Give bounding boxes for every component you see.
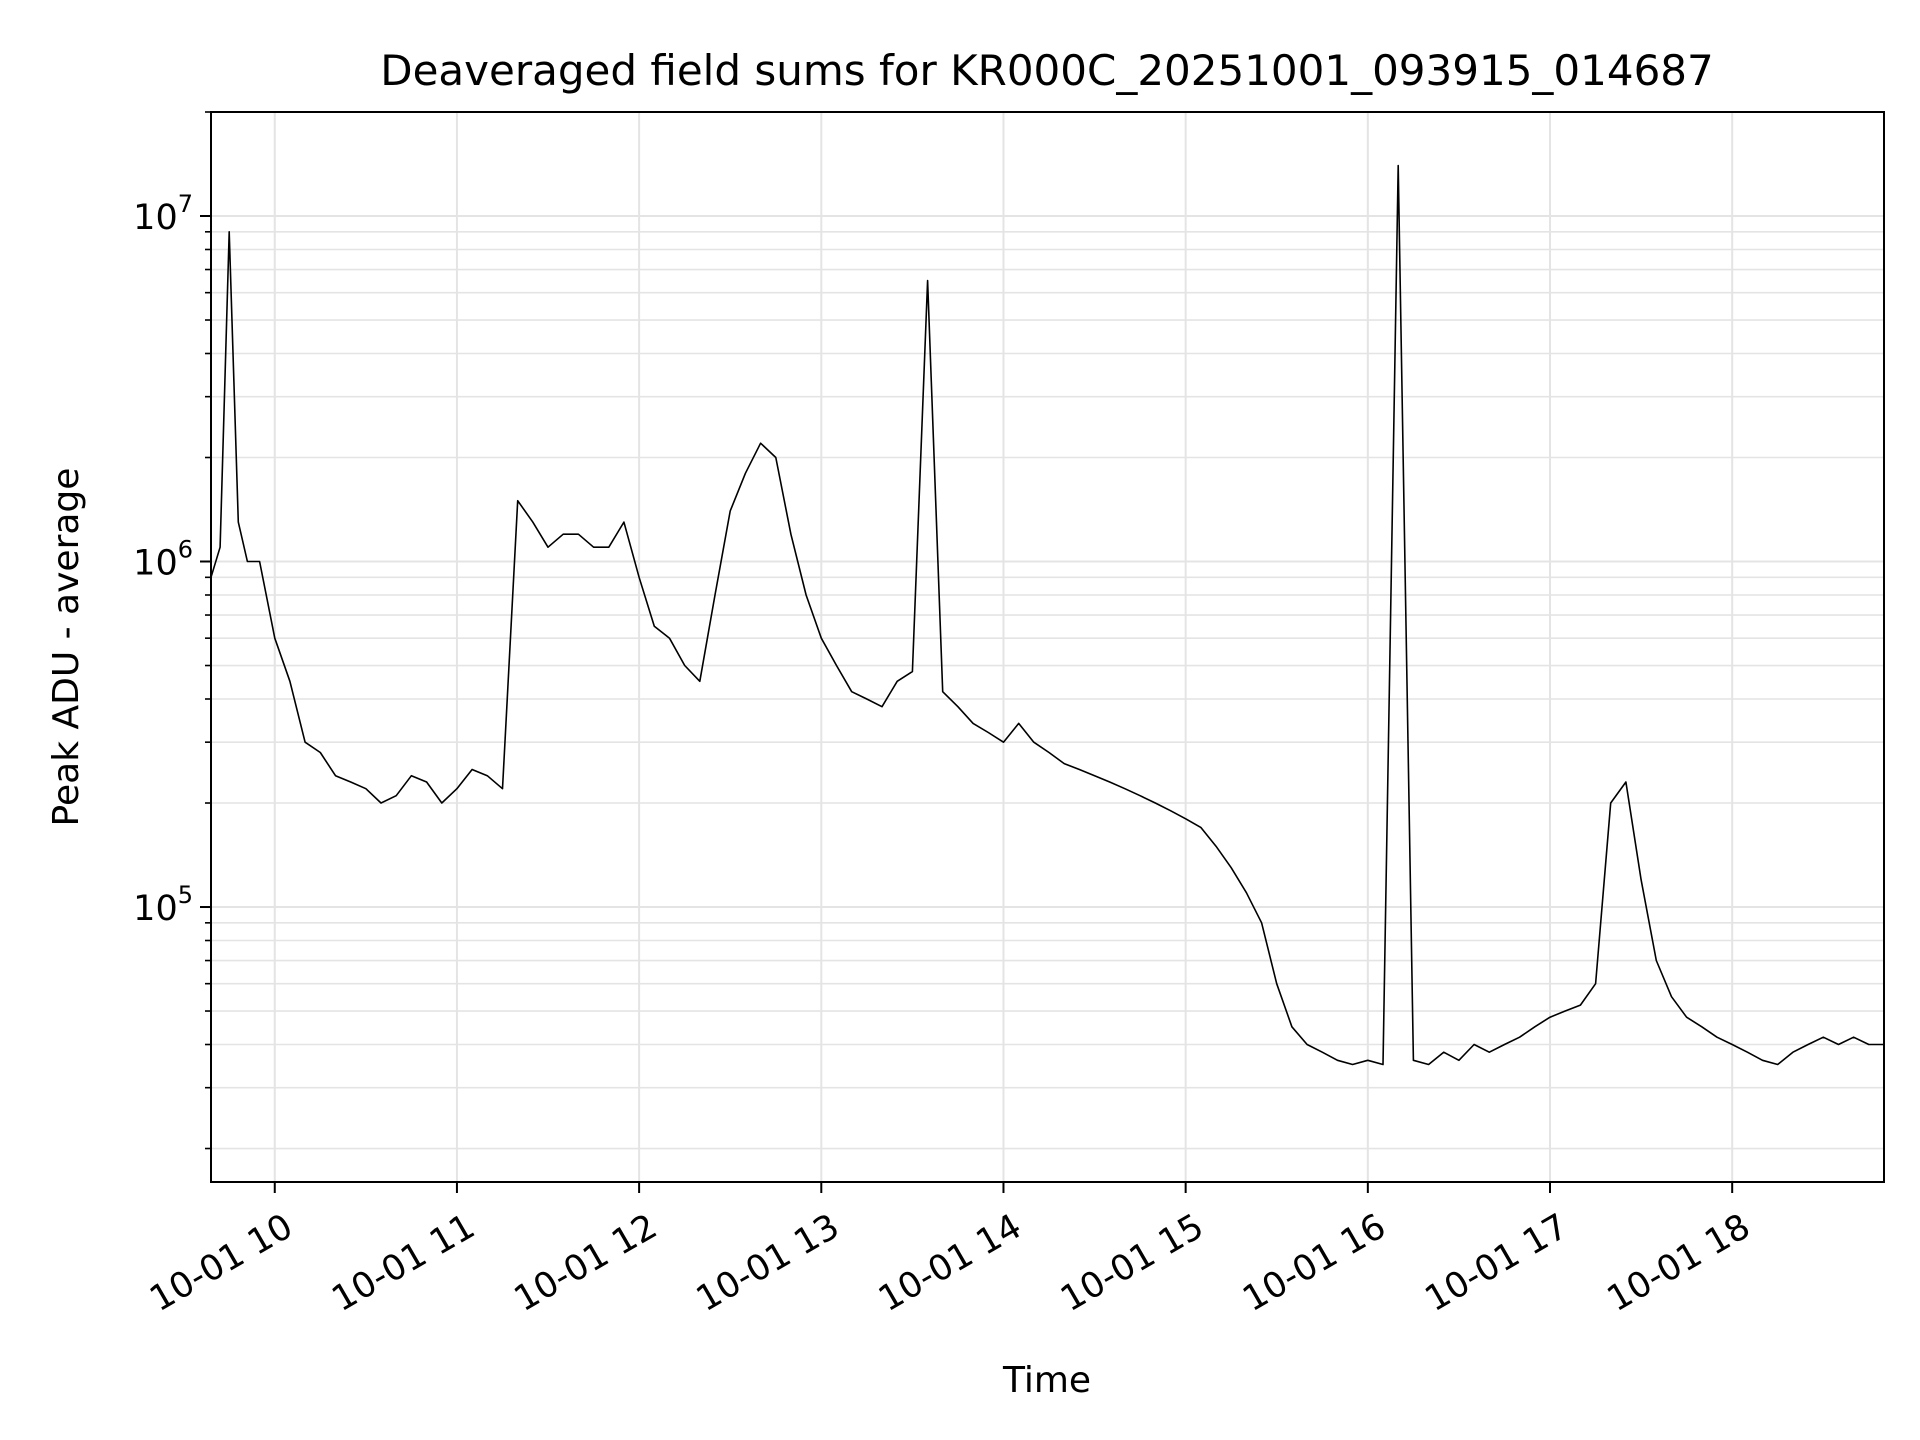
y-tick-label: 105 bbox=[133, 881, 193, 929]
y-axis: 105 106 107 bbox=[133, 111, 211, 1150]
grid-lines bbox=[211, 111, 1884, 1182]
series-line-group bbox=[210, 164, 1884, 1066]
y-axis-label: Peak ADU - average bbox=[46, 468, 87, 827]
y-tick-label: 106 bbox=[133, 536, 193, 584]
series-line bbox=[210, 164, 1884, 1066]
plot-frame bbox=[210, 111, 1885, 1183]
y-tick-label: 107 bbox=[133, 190, 193, 238]
chart-title: Deaveraged field sums for KR000C_2025100… bbox=[380, 46, 1714, 95]
x-axis-label: Time bbox=[1002, 1360, 1091, 1401]
